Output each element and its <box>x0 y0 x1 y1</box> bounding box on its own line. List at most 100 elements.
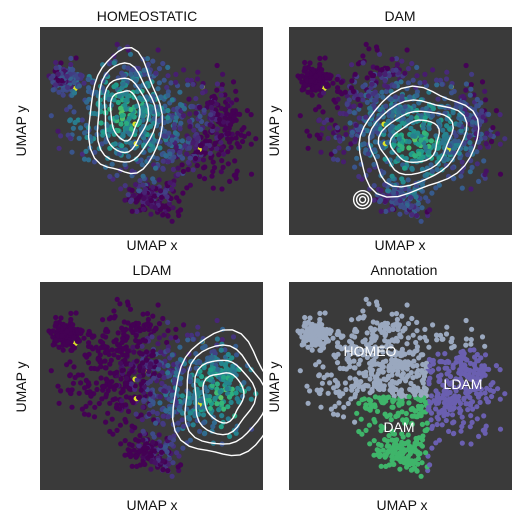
cell-point <box>404 366 410 372</box>
cell-point <box>356 400 362 406</box>
cell-point <box>351 110 357 116</box>
cell-point <box>119 398 125 404</box>
cell-point <box>422 144 428 150</box>
cell-point <box>363 369 369 375</box>
cell-point <box>497 141 503 147</box>
cell-point <box>368 368 374 374</box>
cell-point <box>180 190 186 196</box>
cell-point <box>154 410 160 417</box>
cell-point <box>155 341 161 347</box>
cell-point <box>401 460 407 466</box>
cell-point <box>148 466 154 472</box>
cell-point <box>123 402 129 408</box>
cell-point <box>118 105 124 111</box>
cell-point <box>137 448 143 454</box>
cell-point <box>481 158 487 164</box>
cell-point <box>414 115 420 121</box>
cell-point <box>157 400 163 406</box>
cell-point <box>465 407 471 413</box>
cell-point <box>188 332 195 338</box>
cell-point <box>410 375 416 381</box>
cell-point <box>469 374 476 380</box>
cell-point <box>409 212 415 218</box>
cell-point <box>449 90 455 96</box>
cell-point <box>489 138 495 145</box>
cell-point <box>177 404 183 410</box>
cell-point <box>374 408 381 414</box>
cell-point <box>442 410 448 416</box>
cell-point <box>389 173 395 179</box>
cell-point <box>367 441 373 447</box>
cell-point <box>187 123 193 130</box>
cell-point <box>108 357 114 363</box>
cell-point <box>480 369 486 375</box>
cell-point <box>86 412 92 418</box>
cell-point <box>349 317 355 323</box>
cell-point <box>77 327 84 333</box>
cell-point <box>69 149 75 155</box>
cell-point <box>217 134 223 140</box>
cell-point <box>70 125 76 131</box>
cell-point <box>121 346 127 352</box>
cell-point <box>216 407 222 413</box>
cell-point <box>386 328 392 334</box>
cell-point <box>214 81 220 87</box>
cell-point <box>420 121 426 128</box>
cell-point <box>246 386 252 392</box>
cell-point <box>386 178 392 184</box>
cell-point <box>433 77 440 83</box>
cell-point <box>160 315 166 322</box>
cell-point <box>127 306 134 312</box>
cell-point <box>348 141 354 147</box>
cell-point <box>98 375 104 381</box>
cell-point <box>428 138 434 144</box>
cell-point <box>73 310 79 316</box>
cell-point <box>166 461 172 467</box>
cell-point <box>160 458 166 464</box>
cell-point <box>358 416 364 422</box>
cell-point <box>433 185 439 191</box>
cell-point <box>338 334 344 340</box>
cell-point <box>67 372 73 378</box>
cell-point <box>327 125 333 131</box>
cell-point <box>444 404 450 410</box>
cell-point <box>155 302 161 308</box>
cell-point <box>309 347 315 353</box>
cell-point <box>358 347 364 353</box>
cell-point <box>476 377 483 383</box>
cell-point <box>85 105 92 111</box>
cell-point <box>195 135 201 141</box>
cell-point <box>144 357 150 363</box>
cell-point <box>360 84 366 90</box>
cell-point <box>382 198 388 205</box>
cell-point <box>107 382 113 388</box>
cell-point <box>227 178 233 184</box>
cell-point <box>173 79 179 85</box>
cell-point <box>370 346 376 352</box>
cell-point <box>461 395 467 401</box>
cell-point <box>128 381 134 387</box>
cell-point <box>179 102 185 108</box>
cell-point <box>481 413 487 419</box>
cell-point <box>159 380 165 386</box>
cell-point <box>223 125 229 131</box>
cell-point <box>340 414 347 420</box>
cell-point <box>335 85 341 91</box>
cell-point <box>404 302 410 308</box>
cell-point <box>336 145 342 151</box>
y-axis-label: UMAP y <box>266 361 282 412</box>
cell-point <box>107 400 113 406</box>
cell-point <box>173 71 179 77</box>
cell-point <box>109 347 115 353</box>
cell-point <box>153 325 159 331</box>
cell-point <box>483 141 489 147</box>
cell-point <box>102 365 108 371</box>
cell-point <box>381 383 387 389</box>
cell-point <box>373 375 379 381</box>
cell-point <box>386 433 392 439</box>
cell-point <box>305 344 311 350</box>
cell-point <box>367 105 373 111</box>
cell-point <box>460 420 467 426</box>
cell-point <box>482 343 488 349</box>
cell-point <box>422 334 428 340</box>
